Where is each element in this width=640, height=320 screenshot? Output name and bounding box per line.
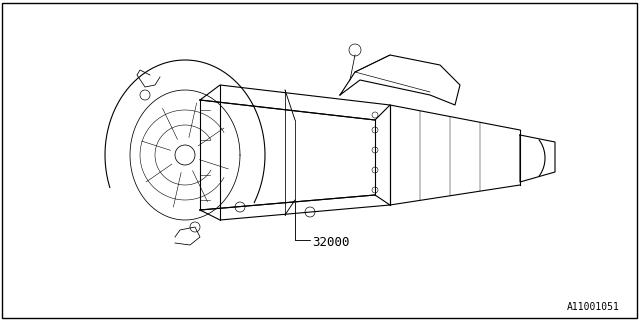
- Text: A11001051: A11001051: [567, 302, 620, 312]
- Text: 32000: 32000: [312, 236, 349, 249]
